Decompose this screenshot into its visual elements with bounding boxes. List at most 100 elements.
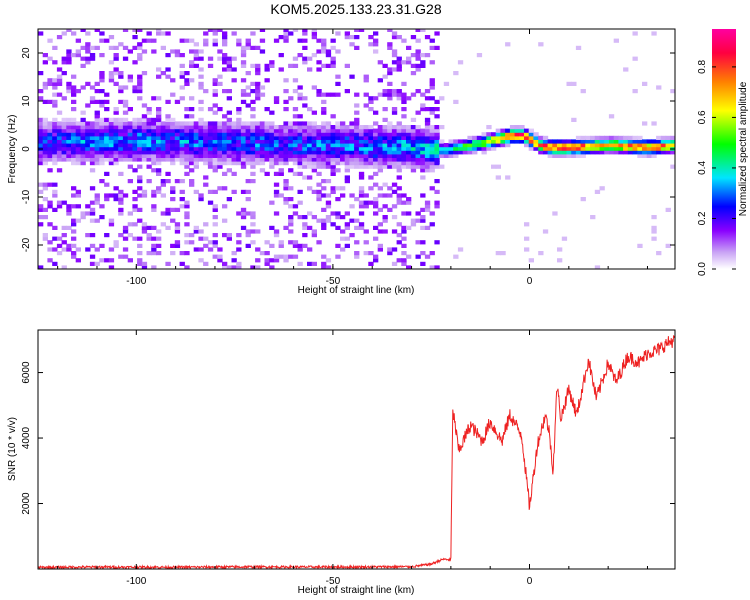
heatmap-cell [420, 63, 426, 68]
heatmap-cell [358, 175, 365, 180]
heatmap-cell [259, 128, 266, 133]
heatmap-cell [141, 146, 148, 151]
heatmap-cell [311, 161, 317, 166]
heatmap-cell [156, 74, 162, 79]
heatmap-cell [226, 121, 232, 126]
heatmap-cell [118, 117, 124, 122]
heatmap-cell [307, 261, 313, 266]
heatmap-cell [222, 31, 228, 36]
heatmap-cell [42, 233, 48, 238]
heatmap-cell [533, 132, 539, 137]
heatmap-cell [321, 121, 327, 126]
heatmap-cell [38, 139, 44, 144]
heatmap-cell [288, 153, 294, 158]
heatmap-cell [608, 150, 615, 155]
heatmap-cell [207, 29, 214, 32]
heatmap-cell [141, 222, 148, 227]
heatmap-cell [61, 125, 67, 130]
heatmap-cell [217, 49, 223, 54]
heatmap-cell [245, 135, 251, 140]
heatmap-cell [137, 89, 143, 94]
heatmap-cell [231, 135, 237, 140]
heatmap-cell [75, 193, 81, 198]
heatmap-cell [349, 218, 355, 223]
heatmap-cell [288, 31, 294, 36]
heatmap-cell [94, 150, 100, 155]
heatmap-cell [571, 81, 577, 86]
heatmap-cell [226, 96, 232, 101]
heatmap-cell [132, 236, 138, 241]
heatmap-cell [104, 182, 110, 187]
heatmap-cell [363, 150, 369, 155]
heatmap-cell [231, 121, 237, 126]
heatmap-cell [363, 125, 369, 130]
heatmap-cell [311, 189, 317, 194]
heatmap-cell [278, 35, 284, 40]
heatmap-cell [387, 81, 393, 86]
heatmap-cell [99, 258, 105, 263]
heatmap-cell [137, 96, 143, 101]
heatmap-cell [217, 157, 223, 162]
heatmap-cell [193, 132, 199, 137]
heatmap-cell [354, 164, 360, 169]
heatmap-cell [344, 31, 350, 36]
heatmap-cell [335, 243, 341, 248]
heatmap-cell [250, 121, 256, 126]
heatmap-cell [406, 197, 412, 202]
heatmap-cell [307, 157, 313, 162]
heatmap-cell [415, 218, 421, 223]
heatmap-cell [104, 139, 110, 144]
heatmap-cell [335, 150, 341, 155]
heatmap-cell [486, 139, 492, 144]
heatmap-cell [288, 135, 294, 140]
heatmap-cell [420, 150, 426, 155]
heatmap-cell [198, 74, 204, 79]
heatmap-cell [307, 125, 313, 130]
heatmap-cell [406, 265, 412, 269]
heatmap-cell [509, 125, 516, 130]
heatmap-cell [330, 114, 336, 119]
heatmap-cell [66, 121, 72, 126]
heatmap-cell [311, 168, 317, 173]
heatmap-cell [255, 128, 261, 133]
heatmap-cell [288, 121, 294, 126]
heatmap-cell [297, 38, 303, 43]
heatmap-cell [443, 153, 450, 158]
heatmap-cell [269, 225, 275, 230]
heatmap-cell [292, 240, 299, 245]
heatmap-cell [127, 78, 133, 83]
heatmap-cell [212, 161, 218, 166]
heatmap-cell [382, 150, 388, 155]
heatmap-cell [302, 150, 308, 155]
heatmap-cell [358, 193, 365, 198]
heatmap-cell [325, 200, 332, 205]
heatmap-cell [401, 193, 407, 198]
heatmap-cell [127, 179, 133, 184]
heatmap-cell [415, 29, 421, 32]
heatmap-cell [71, 139, 77, 144]
heatmap-cell [137, 175, 143, 180]
heatmap-cell [240, 150, 247, 155]
heatmap-cell [420, 139, 426, 144]
heatmap-cell [439, 125, 445, 130]
heatmap-cell [401, 229, 407, 234]
heatmap-cell [189, 128, 195, 133]
heatmap-cell [85, 56, 91, 61]
heatmap-cell [656, 85, 662, 90]
heatmap-cell [396, 146, 402, 151]
heatmap-cell [434, 107, 440, 112]
heatmap-cell [363, 132, 369, 137]
heatmap-cell [80, 125, 86, 130]
heatmap-cell [401, 225, 407, 230]
heatmap-cell [377, 164, 383, 169]
heatmap-cell [533, 139, 539, 144]
heatmap-cell [212, 103, 218, 108]
heatmap-cell [307, 139, 313, 144]
heatmap-cell [245, 121, 251, 126]
heatmap-cell [580, 153, 586, 158]
heatmap-cell [259, 153, 266, 158]
heatmap-cell [198, 128, 204, 133]
heatmap-cell [401, 236, 407, 241]
heatmap-cell [165, 114, 171, 119]
heatmap-cell [396, 121, 402, 126]
